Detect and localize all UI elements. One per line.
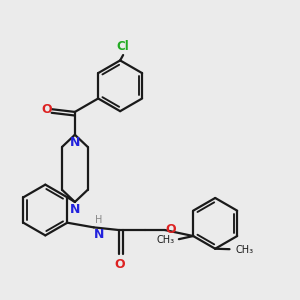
Text: CH₃: CH₃	[156, 235, 174, 245]
Text: O: O	[41, 103, 52, 116]
Text: O: O	[166, 223, 176, 236]
Text: N: N	[70, 136, 80, 149]
Text: H: H	[95, 215, 102, 225]
Text: N: N	[70, 203, 80, 217]
Text: CH₃: CH₃	[236, 245, 253, 255]
Text: N: N	[94, 228, 104, 241]
Text: O: O	[114, 258, 124, 272]
Text: Cl: Cl	[117, 40, 130, 53]
